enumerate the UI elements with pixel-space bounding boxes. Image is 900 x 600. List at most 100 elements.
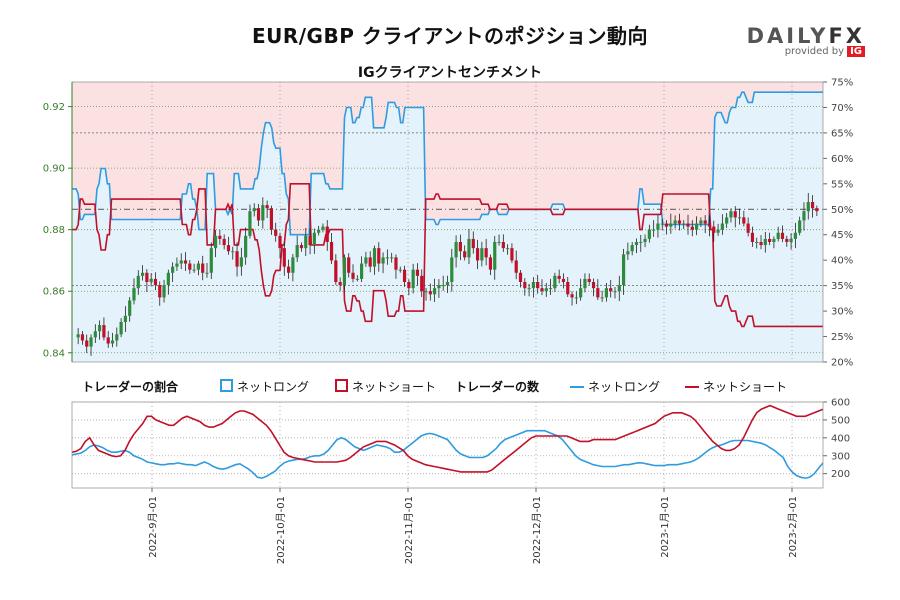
candle-body (480, 248, 484, 261)
candle-body (759, 242, 763, 246)
candle-body (308, 235, 312, 246)
x-tick-label: 2023-2月-01 (787, 496, 799, 558)
candle-body (325, 226, 329, 242)
candle-body (716, 229, 720, 233)
candle-body (304, 235, 308, 249)
logo-provided-by: provided by IG (747, 46, 865, 57)
candle-body (115, 334, 119, 341)
pct-tick-label: 60% (831, 154, 853, 165)
candle-body (102, 325, 106, 338)
candle-body (755, 242, 759, 243)
candle-body (553, 275, 557, 289)
pct-tick-label: 65% (831, 128, 853, 139)
candle-body (420, 275, 424, 292)
count-tick-label: 300 (831, 451, 850, 462)
candle-body (523, 282, 527, 289)
candle-body (149, 278, 153, 282)
candle-body (286, 266, 291, 273)
long-area (72, 92, 823, 362)
candle-body (785, 238, 789, 242)
candle-body (222, 238, 226, 246)
candle-body (810, 202, 815, 209)
candle-body (536, 282, 540, 289)
legend-long-line (570, 386, 584, 388)
net-short-line (72, 183, 823, 328)
pct-tick-label: 55% (831, 179, 853, 190)
legend-count-short: ネットショート (685, 378, 787, 395)
candle-body (626, 251, 630, 255)
candle-body (772, 238, 776, 242)
pct-tick-label: 50% (831, 205, 853, 216)
candle-body (566, 282, 570, 295)
candle-body (415, 269, 420, 276)
candle-body (699, 220, 703, 224)
candle-body (110, 340, 115, 344)
price-tick-label: 0.92 (43, 102, 65, 113)
candle-body (226, 245, 231, 252)
x-tick-label: 2022-10月-01 (275, 496, 287, 564)
candle-body (196, 263, 201, 270)
dailyfx-logo: DAILYFX provided by IG (747, 24, 865, 57)
legend-ratio-short: ネットショート (335, 378, 436, 395)
candle-body (484, 248, 488, 258)
candle-body (209, 248, 213, 273)
candle-body (746, 223, 750, 233)
candle-body (166, 272, 170, 286)
candle-body (282, 248, 286, 267)
candle-body (364, 257, 368, 264)
legend-long-swatch (220, 379, 233, 392)
candle-body (617, 285, 621, 292)
candle-body (660, 223, 664, 225)
candle-body (454, 242, 458, 258)
candle-body (329, 242, 334, 261)
candle-body (669, 223, 673, 227)
candle-body (707, 223, 712, 227)
candle-body (574, 297, 578, 299)
candle-body (299, 245, 304, 249)
candle-body (793, 232, 797, 239)
x-tick-label: 2022-11月-01 (403, 496, 415, 564)
candle-body (428, 291, 432, 295)
candle-body (321, 226, 325, 230)
candle-body (768, 238, 772, 242)
pct-tick-label: 40% (831, 256, 853, 267)
candle-body (450, 257, 454, 282)
candle-body (733, 211, 737, 218)
candle-body (411, 269, 415, 289)
price-tick-label: 0.86 (43, 287, 65, 298)
candle-body (239, 257, 243, 267)
candle-body (162, 285, 166, 298)
candle-body (780, 232, 785, 239)
candle-body (647, 229, 651, 239)
candle-body (561, 278, 566, 282)
candle-body (652, 229, 656, 231)
candle-body (475, 248, 480, 261)
candle-body (218, 235, 222, 239)
legend-short-swatch (335, 379, 348, 392)
candle-body (673, 220, 677, 224)
candle-body (145, 272, 149, 282)
candle-body (677, 220, 682, 224)
candle-body (252, 208, 256, 212)
candle-body (235, 251, 239, 267)
candle-body (98, 325, 102, 332)
candle-body (591, 282, 596, 289)
candle-body (136, 275, 140, 289)
candle-body (720, 223, 724, 230)
candle-body (544, 288, 548, 292)
candle-body (776, 232, 780, 239)
candle-body (501, 242, 505, 249)
candle-body (682, 223, 686, 225)
pct-tick-label: 45% (831, 230, 853, 241)
candle-body (128, 300, 132, 316)
candle-body (394, 257, 398, 270)
candle-body (806, 202, 810, 212)
candle-body (527, 288, 531, 290)
candle-body (205, 272, 209, 274)
candle-body (737, 217, 742, 219)
candle-body (579, 288, 583, 298)
candle-body (458, 242, 462, 252)
candle-body (703, 220, 707, 224)
candle-body (158, 285, 162, 298)
